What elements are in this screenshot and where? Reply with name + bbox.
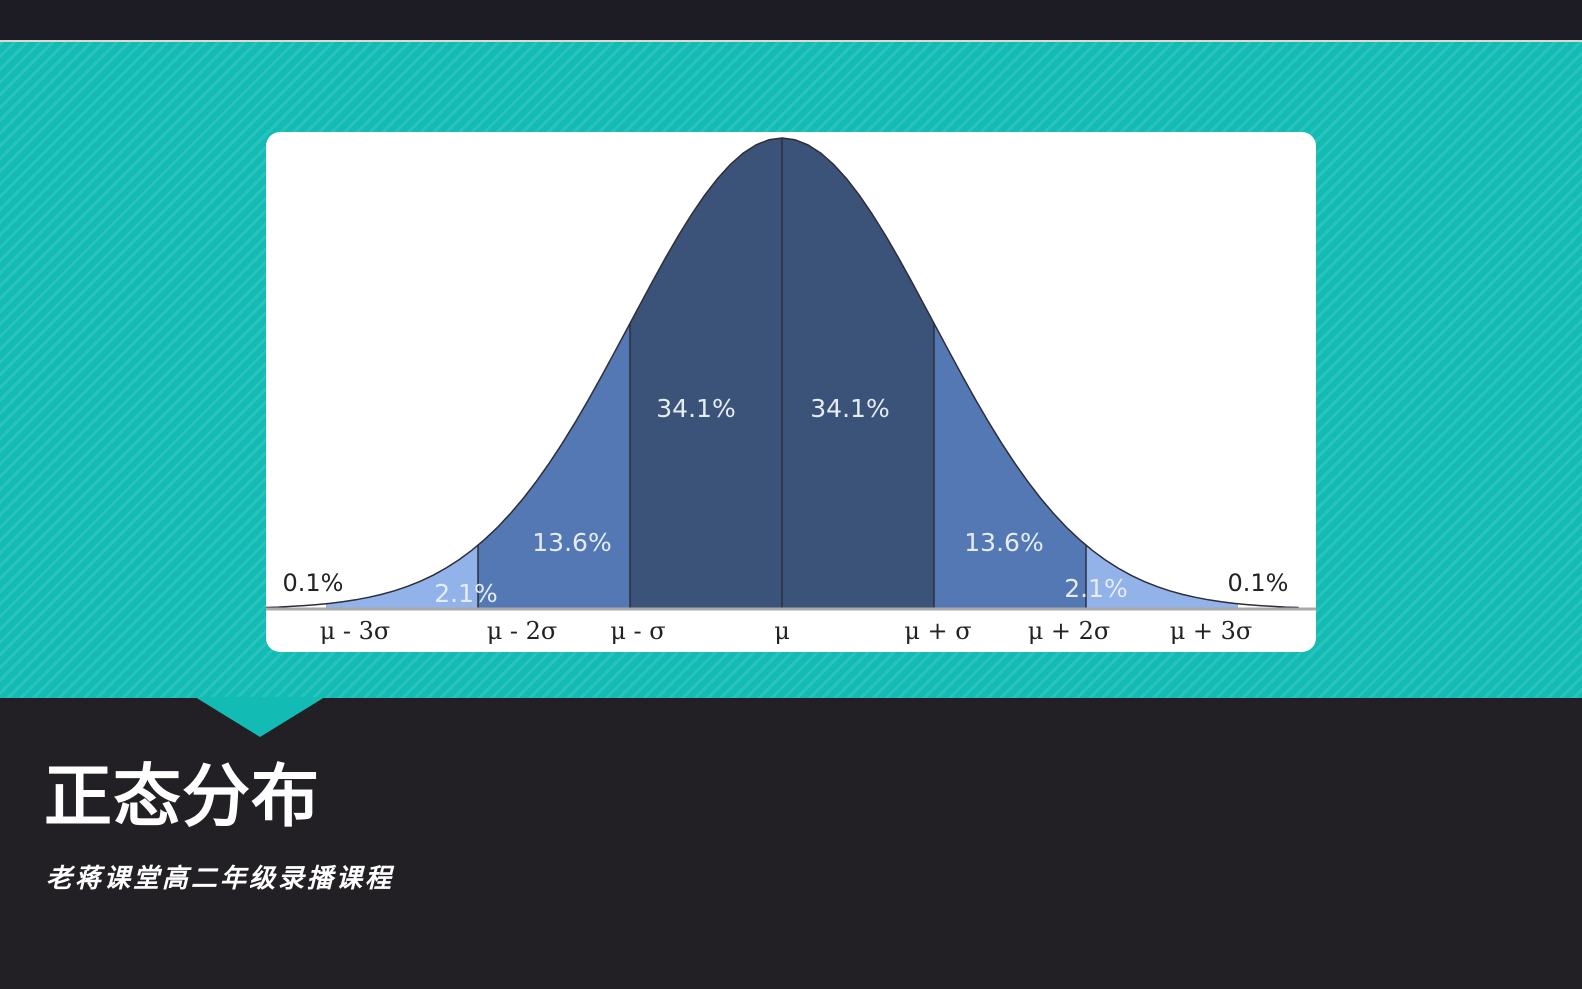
page-title: 正态分布 [44,758,321,837]
top-bar [0,0,1582,42]
tick-label: μ + σ [904,617,971,645]
banner-pointer [195,697,325,737]
bell-curve [266,137,1299,609]
region-label: 0.1% [1228,569,1289,597]
region-dividers [477,138,1087,609]
region-label: 13.6% [532,528,611,557]
tick-label: μ - 2σ [487,617,558,645]
region-fill [630,138,782,609]
chart-card: 0.1% 2.1% 13.6% 34.1% 34.1% 13.6% 2.1% 0.1% μ -… [266,132,1316,652]
tick-label: μ + 2σ [1028,617,1111,645]
region-label: 2.1% [1064,574,1128,603]
region-label: 13.6% [964,528,1043,557]
region-fill [1086,545,1238,609]
normal-distribution-chart: 0.1% 2.1% 13.6% 34.1% 34.1% 13.6% 2.1% 0.1% μ -… [266,137,1316,645]
region-labels: 0.1% 2.1% 13.6% 34.1% 34.1% 13.6% 2.1% 0.1% [283,394,1289,608]
region-label: 0.1% [283,569,344,597]
tick-label: μ - 3σ [320,617,391,645]
region-fill [326,545,478,609]
tick-labels: μ - 3σ μ - 2σ μ - σ μ μ + σ μ + 2σ μ + 3σ [320,617,1253,645]
tick-label: μ - σ [610,617,665,645]
region-label: 34.1% [656,394,735,423]
region-label: 2.1% [434,579,498,608]
tick-label: μ [774,617,790,645]
region-label: 34.1% [810,394,889,423]
tick-label: μ + 3σ [1170,617,1253,645]
region-fill [782,138,934,609]
course-subtitle: 老蒋课堂高二年级录播课程 [46,864,395,894]
